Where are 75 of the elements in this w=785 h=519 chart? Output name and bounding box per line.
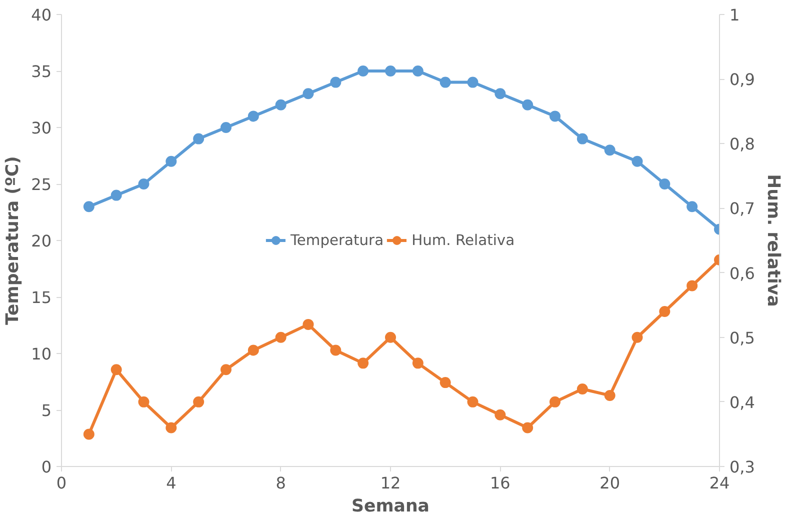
y2-tick-label: 0,7 bbox=[730, 199, 755, 218]
x-tick-label: 8 bbox=[276, 474, 286, 492]
point bbox=[440, 76, 451, 88]
y-tick-label: 5 bbox=[41, 401, 52, 420]
point bbox=[632, 156, 643, 167]
point bbox=[330, 344, 342, 356]
point bbox=[659, 306, 670, 318]
point bbox=[220, 122, 232, 133]
y2-tick-label: 0,6 bbox=[730, 264, 755, 283]
point bbox=[248, 344, 259, 356]
x-tick-label: 0 bbox=[56, 474, 67, 492]
point bbox=[220, 364, 232, 376]
y-tick-label: 10 bbox=[31, 344, 52, 364]
y2-tick-label: 0,3 bbox=[730, 458, 755, 476]
point bbox=[522, 422, 534, 434]
y2-axis-title: Hum. relativa bbox=[762, 174, 783, 307]
x-tick-label: 24 bbox=[709, 474, 730, 492]
point bbox=[83, 428, 94, 440]
point bbox=[248, 110, 259, 122]
point bbox=[330, 76, 342, 88]
point bbox=[275, 332, 286, 343]
y-axis-title: Temperatura (ºC) bbox=[3, 156, 24, 325]
y2-tick-label: 1 bbox=[730, 6, 740, 24]
y-tick-label: 30 bbox=[31, 118, 52, 138]
point bbox=[110, 190, 122, 201]
point bbox=[440, 377, 451, 388]
y-tick-label: 0 bbox=[41, 458, 52, 476]
point bbox=[110, 364, 122, 376]
x-tick-label: 12 bbox=[380, 474, 401, 492]
point bbox=[193, 396, 204, 408]
point bbox=[358, 66, 369, 76]
point bbox=[604, 390, 616, 401]
point bbox=[275, 99, 286, 110]
y-tick-label: 40 bbox=[31, 6, 52, 24]
point bbox=[358, 358, 369, 369]
y2-tick-label: 0,5 bbox=[730, 328, 755, 348]
y-tick-label: 15 bbox=[31, 288, 52, 307]
legend-label: Temperatura bbox=[290, 232, 384, 248]
point bbox=[632, 332, 643, 343]
point bbox=[138, 396, 150, 408]
x-tick-label: 4 bbox=[166, 474, 176, 492]
point bbox=[522, 99, 534, 110]
point bbox=[494, 409, 506, 420]
point bbox=[576, 384, 588, 395]
point bbox=[385, 66, 396, 76]
y2-tick-label: 0,8 bbox=[730, 134, 755, 154]
point bbox=[467, 76, 478, 88]
point bbox=[412, 358, 424, 369]
x-axis-title: Semana bbox=[351, 496, 430, 516]
point bbox=[138, 178, 150, 190]
point bbox=[550, 110, 560, 122]
point bbox=[166, 422, 177, 434]
point bbox=[604, 144, 616, 156]
y2-tick-label: 0,9 bbox=[730, 70, 755, 90]
point bbox=[193, 133, 204, 144]
y2-tick-label: 0,4 bbox=[730, 392, 755, 412]
point bbox=[302, 318, 314, 330]
y-tick-label: 25 bbox=[31, 175, 52, 194]
legend-label: Hum. Relativa bbox=[412, 232, 515, 248]
y-tick-label: 20 bbox=[31, 232, 52, 250]
point bbox=[166, 156, 177, 167]
point bbox=[494, 88, 506, 100]
y-tick-label: 35 bbox=[31, 62, 52, 81]
x-tick-label: 16 bbox=[490, 474, 510, 492]
point bbox=[576, 133, 588, 144]
point bbox=[550, 396, 560, 408]
point bbox=[686, 280, 698, 292]
point bbox=[412, 66, 424, 76]
point bbox=[385, 332, 396, 343]
point bbox=[302, 88, 314, 100]
point bbox=[686, 201, 698, 212]
x-tick-label: 20 bbox=[600, 474, 620, 492]
point bbox=[467, 396, 478, 408]
point bbox=[659, 178, 670, 190]
point bbox=[83, 201, 94, 212]
